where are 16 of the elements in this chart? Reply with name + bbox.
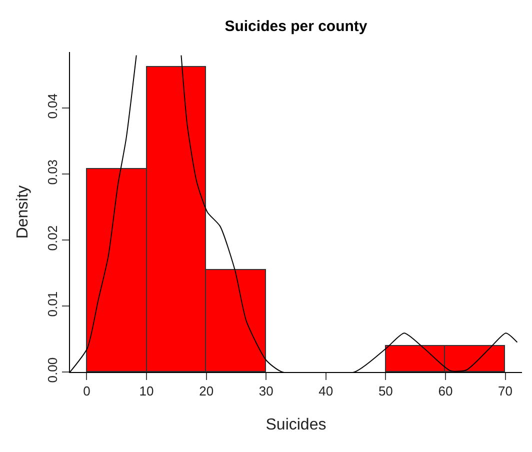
x-tick-label: 10	[139, 384, 154, 399]
y-tick-label: 0.00	[44, 357, 60, 383]
y-tick-label: 0.02	[44, 225, 60, 251]
y-tick-label: 0.01	[44, 291, 60, 317]
chart-title: Suicides per county	[224, 18, 368, 35]
x-tick-label: 50	[378, 384, 393, 399]
x-tick-label: 20	[199, 384, 214, 399]
y-axis-title: Density	[14, 185, 32, 239]
x-tick-label: 30	[258, 384, 274, 399]
y-tick-label: 0.03	[44, 159, 60, 185]
y-tick-label: 0.04	[44, 93, 60, 119]
x-tick-label: 40	[318, 384, 334, 399]
x-tick-label: 70	[498, 384, 512, 399]
x-axis-title: Suicides	[266, 416, 326, 434]
x-tick-label: 60	[438, 384, 453, 399]
x-tick-label: 0	[83, 384, 90, 399]
